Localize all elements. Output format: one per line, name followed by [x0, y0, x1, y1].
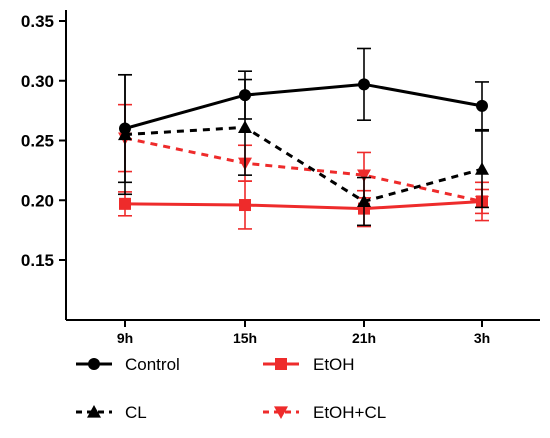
data-point [239, 199, 251, 212]
y-tick-label: 0.35 [21, 12, 54, 31]
legend-item-etoh: EtOH [263, 355, 355, 374]
axes: 0.35 0.30 0.25 0.20 0.15 9h 15h 21h 3h [21, 10, 540, 346]
x-tick-label: 9h [117, 330, 133, 346]
legend-marker [87, 405, 101, 418]
legend-label: EtOH [313, 355, 355, 374]
y-tick-label: 0.15 [21, 251, 54, 270]
legend-label: Control [125, 355, 180, 374]
series-line [124, 125, 483, 204]
data-point [357, 169, 371, 183]
data-point [119, 197, 131, 210]
legend: Control EtOH CL EtOH+CL [76, 355, 386, 422]
series-line [124, 82, 483, 130]
legend-label: EtOH+CL [313, 403, 386, 422]
series-line [124, 199, 483, 211]
series-control [118, 47, 489, 184]
data-point [475, 162, 489, 175]
data-point [119, 122, 131, 135]
legend-marker [275, 358, 287, 370]
legend-item-etoh-cl: EtOH+CL [263, 403, 386, 422]
legend-marker [88, 358, 100, 370]
legend-marker [274, 406, 288, 419]
data-point [357, 194, 371, 208]
x-tick-label: 21h [352, 330, 376, 346]
legend-item-control: Control [76, 355, 180, 374]
legend-item-cl: CL [76, 403, 147, 422]
y-tick-label: 0.30 [21, 72, 54, 91]
x-tick-label: 15h [233, 330, 257, 346]
x-tick-label: 3h [474, 330, 490, 346]
series-etoh [118, 180, 489, 230]
y-tick-label: 0.25 [21, 132, 54, 151]
data-point [358, 78, 370, 91]
y-tick-label: 0.20 [21, 191, 54, 210]
legend-label: CL [125, 403, 147, 422]
data-point [239, 89, 251, 102]
series-line [124, 136, 483, 203]
data-point [238, 120, 252, 133]
series-layer [118, 47, 489, 230]
data-point [476, 99, 488, 112]
